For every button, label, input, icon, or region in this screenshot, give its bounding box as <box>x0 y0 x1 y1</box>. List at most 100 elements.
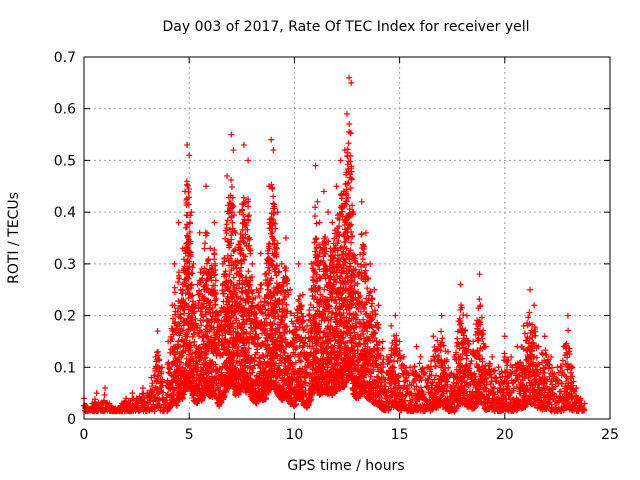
data-point <box>266 280 273 287</box>
data-point <box>288 310 295 317</box>
data-point <box>364 285 371 292</box>
data-point <box>273 245 280 252</box>
data-point <box>223 272 230 279</box>
data-point <box>345 140 352 147</box>
x-tick-label: 0 <box>80 427 89 443</box>
data-point <box>257 299 264 306</box>
data-point <box>243 329 250 336</box>
data-point <box>220 290 227 297</box>
data-point <box>295 298 302 305</box>
data-point <box>202 378 209 385</box>
data-point <box>358 230 365 237</box>
data-point <box>171 351 178 358</box>
data-point <box>230 203 237 210</box>
data-point <box>245 268 252 275</box>
data-point <box>137 406 144 413</box>
data-point <box>248 273 255 280</box>
data-point <box>251 311 258 318</box>
y-tick-label: 0.7 <box>54 50 76 66</box>
data-point <box>292 402 299 409</box>
data-point <box>176 275 183 282</box>
data-point <box>184 182 191 189</box>
data-point <box>268 275 275 282</box>
data-point <box>170 391 177 398</box>
data-point <box>284 328 291 335</box>
data-point <box>202 354 209 361</box>
data-point <box>92 396 99 403</box>
data-point <box>242 253 249 260</box>
data-point <box>296 292 303 299</box>
data-point <box>229 208 236 215</box>
data-point <box>171 289 178 296</box>
data-point <box>246 242 253 249</box>
data-point <box>167 366 173 373</box>
data-point <box>180 296 187 303</box>
data-point <box>187 249 194 256</box>
data-point <box>297 351 304 358</box>
data-point <box>189 298 196 305</box>
data-point <box>226 340 233 347</box>
data-point <box>214 349 221 356</box>
data-point <box>212 290 219 297</box>
data-point <box>211 326 218 333</box>
y-tick-label: 0.1 <box>54 360 76 376</box>
data-point <box>224 217 231 224</box>
data-point <box>175 338 182 345</box>
data-point <box>246 212 253 219</box>
data-point <box>269 229 276 236</box>
data-point <box>182 386 189 393</box>
data-point <box>301 339 308 346</box>
data-point <box>169 335 176 342</box>
data-point <box>211 390 218 397</box>
data-point <box>275 301 282 308</box>
data-point <box>179 395 186 402</box>
data-point <box>237 250 244 257</box>
data-point <box>360 249 367 256</box>
data-point <box>183 329 190 336</box>
data-point <box>249 300 256 307</box>
data-point <box>229 219 236 226</box>
data-point <box>200 303 207 310</box>
data-point <box>229 319 236 326</box>
data-point <box>197 279 204 286</box>
data-point <box>211 247 218 254</box>
data-point <box>223 230 230 237</box>
data-point <box>359 241 366 248</box>
y-ticks: 00.10.20.30.40.50.60.7 <box>54 50 610 428</box>
data-point <box>225 310 232 317</box>
data-point <box>283 301 290 308</box>
data-point <box>184 315 191 322</box>
data-point <box>298 358 305 365</box>
data-point <box>284 280 291 287</box>
data-point <box>344 146 351 153</box>
data-point <box>302 387 309 394</box>
y-tick-label: 0.5 <box>54 153 76 169</box>
data-point <box>187 363 194 370</box>
data-point <box>253 315 260 322</box>
data-point <box>179 364 186 371</box>
data-point <box>199 275 206 282</box>
data-point <box>173 376 180 383</box>
data-point <box>225 210 232 217</box>
data-point <box>214 331 221 338</box>
data-point <box>301 326 308 333</box>
data-point <box>240 234 247 241</box>
data-point <box>257 285 264 292</box>
data-point <box>220 394 227 401</box>
data-point <box>284 308 291 315</box>
data-point <box>186 220 193 227</box>
data-point <box>345 179 352 186</box>
data-point <box>165 390 172 397</box>
data-point <box>222 336 229 343</box>
data-point <box>213 295 220 302</box>
data-point <box>306 306 313 313</box>
data-point <box>177 359 184 366</box>
data-point <box>182 300 189 307</box>
data-point <box>267 299 274 306</box>
data-point <box>282 363 289 370</box>
data-point <box>346 121 353 128</box>
data-point <box>291 339 298 346</box>
data-point <box>245 203 252 210</box>
data-point <box>266 267 273 274</box>
